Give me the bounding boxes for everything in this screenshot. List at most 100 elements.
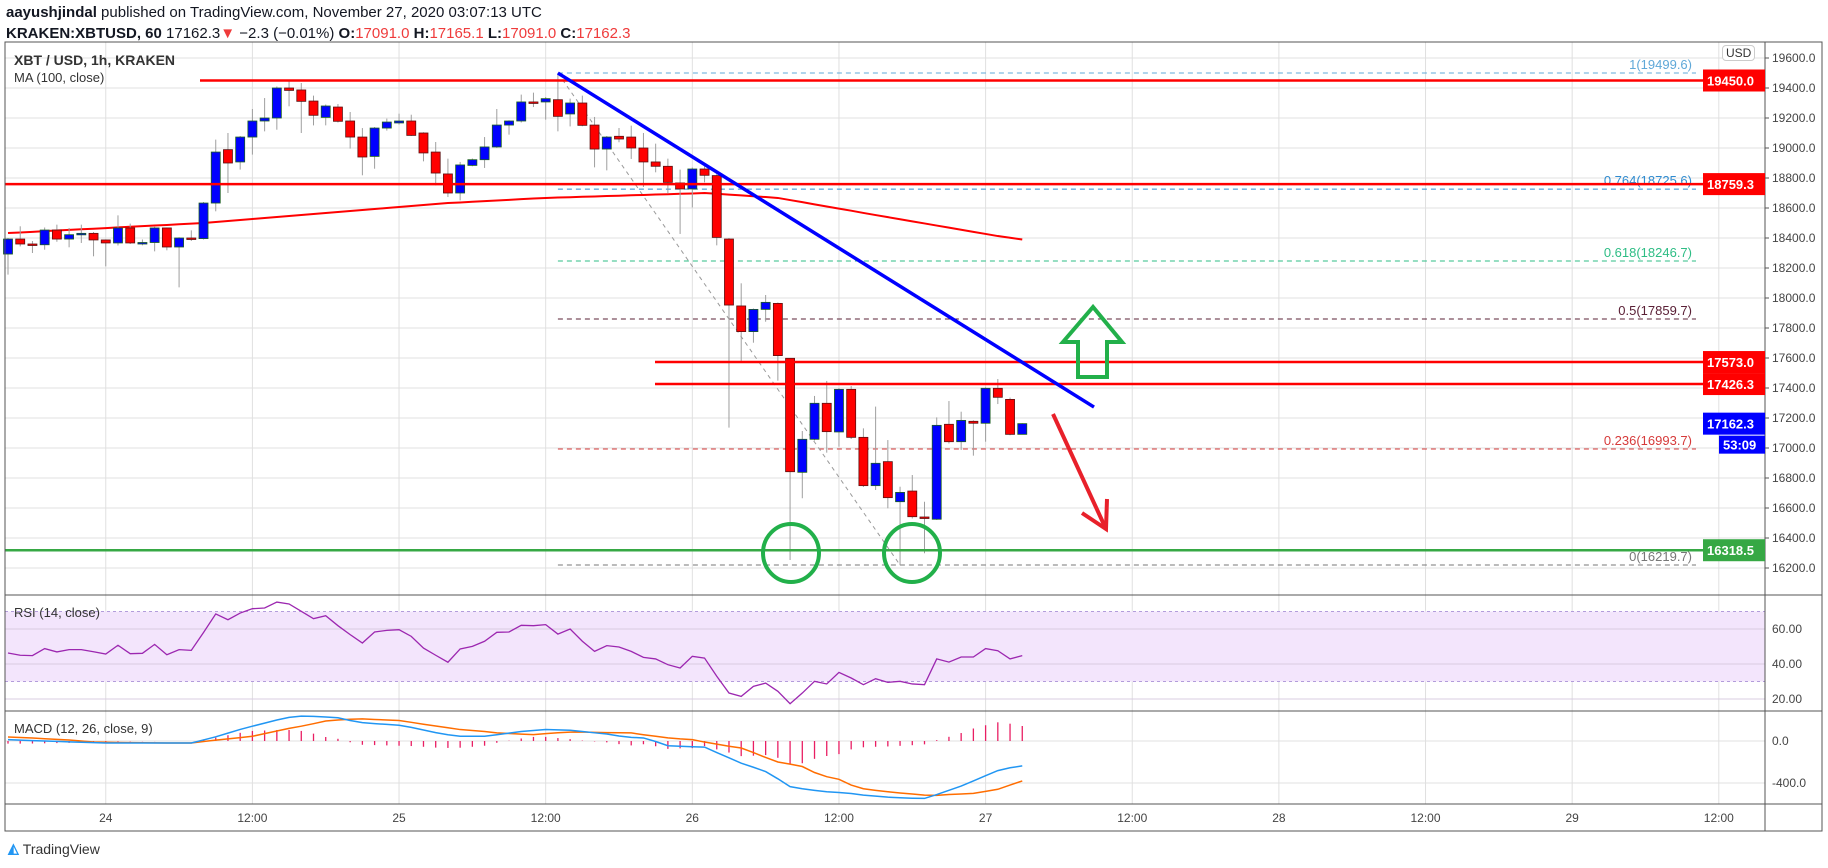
candle[interactable] [858,436,869,487]
candle[interactable] [51,229,62,240]
candle[interactable] [284,87,294,91]
trendline[interactable] [556,71,1095,409]
candle[interactable] [919,516,930,519]
currency-badge[interactable]: USD [1722,45,1756,61]
time-tick-label: 24 [99,811,113,825]
candle[interactable] [748,308,759,332]
candle[interactable] [1005,398,1015,435]
candle[interactable] [846,388,857,438]
candle[interactable] [699,168,710,176]
candle[interactable] [369,127,380,157]
candle[interactable] [577,102,588,126]
candle[interactable] [357,136,368,158]
candle[interactable] [174,237,184,248]
price-tick-label: 19200.0 [1772,111,1816,125]
candle[interactable] [760,301,771,310]
publish-text: published on TradingView.com, November 2… [101,4,542,21]
candle[interactable] [467,159,478,166]
candle[interactable] [259,117,270,122]
candle[interactable] [333,106,343,122]
candle[interactable] [455,164,466,194]
candle[interactable] [589,124,600,150]
candle[interactable] [968,420,979,424]
candle[interactable] [821,402,832,433]
candle[interactable] [614,135,624,140]
candle[interactable] [27,243,38,246]
candle[interactable] [724,238,734,306]
candle[interactable] [125,227,136,244]
candle[interactable] [479,146,490,161]
candle[interactable] [430,151,441,174]
candle[interactable] [320,105,331,118]
candle[interactable] [895,491,905,503]
candle[interactable] [15,238,26,245]
candle[interactable] [956,419,967,443]
rsi-legend[interactable]: RSI (14, close) [14,605,100,620]
candle[interactable] [394,120,404,124]
candle[interactable] [137,242,148,245]
candle[interactable] [516,101,527,122]
macd-legend[interactable]: MACD (12, 26, close, 9) [14,721,153,736]
candle[interactable] [834,388,844,433]
candle[interactable] [553,99,563,117]
candle[interactable] [406,120,417,136]
fib-level-label: 1(19499.6) [1629,57,1692,72]
candle[interactable] [76,232,87,236]
candle[interactable] [626,136,637,149]
candle[interactable] [565,102,576,115]
tradingview-watermark[interactable]: ◭ TradingView [8,840,100,857]
candle[interactable] [271,87,282,119]
time-axis[interactable] [4,803,1823,832]
candle[interactable] [381,121,392,129]
ma-legend[interactable]: MA (100, close) [14,70,105,85]
author-name[interactable]: aayushjindal [6,4,97,21]
candle[interactable] [736,305,747,333]
candle[interactable] [1017,423,1028,435]
candle[interactable] [149,227,160,243]
candle[interactable] [601,136,612,150]
candle[interactable] [944,423,954,443]
candle[interactable] [650,161,661,167]
candle[interactable] [491,124,502,148]
candle[interactable] [186,237,197,240]
candle[interactable] [882,461,893,499]
level-label-19450-text: 19450.0 [1707,74,1754,89]
candle[interactable] [418,132,429,154]
fib-level-label: 0(16219.7) [1629,549,1692,564]
candle[interactable] [992,387,1003,398]
candle[interactable] [870,462,881,487]
candle[interactable] [296,89,307,102]
candle[interactable] [113,227,123,244]
candle[interactable] [785,357,795,473]
candle[interactable] [772,302,783,356]
candle[interactable] [797,438,808,473]
candle[interactable] [662,165,673,183]
candle[interactable] [931,424,942,520]
candle[interactable] [210,151,221,204]
candle[interactable] [161,227,172,248]
candle[interactable] [3,238,13,255]
candle[interactable] [638,147,649,163]
candle[interactable] [345,120,356,138]
candle[interactable] [198,202,209,240]
close-value: 17162.3 [576,25,631,42]
candle[interactable] [809,402,820,440]
candle[interactable] [711,175,722,238]
candle[interactable] [540,98,551,103]
candle[interactable] [100,239,111,244]
candle[interactable] [980,387,991,424]
candle[interactable] [907,490,918,518]
candle[interactable] [308,100,319,116]
candle[interactable] [88,232,99,241]
candle[interactable] [687,168,698,190]
candle[interactable] [223,149,233,164]
price-tick-label: 18800.0 [1772,171,1816,185]
candle[interactable] [247,120,258,138]
candle[interactable] [235,136,246,163]
candle[interactable] [39,229,50,246]
time-tick-label: 26 [686,811,700,825]
candle[interactable] [528,101,539,104]
candle[interactable] [64,234,74,240]
candle[interactable] [504,120,514,126]
